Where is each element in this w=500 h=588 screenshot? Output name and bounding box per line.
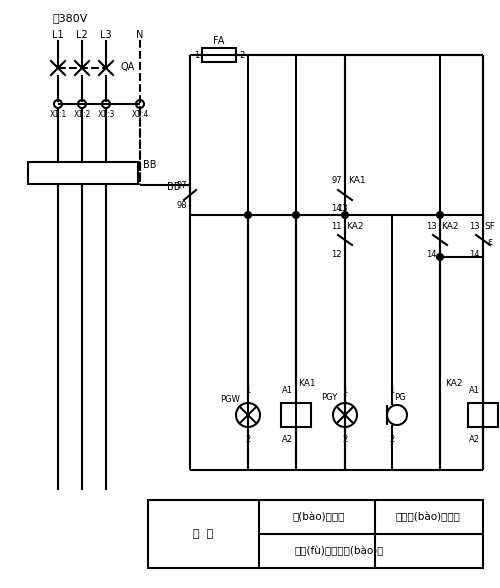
Text: KA1: KA1 [298, 379, 316, 387]
Text: QA: QA [120, 62, 134, 72]
Text: ～380V: ～380V [52, 13, 88, 23]
Text: 1: 1 [390, 386, 394, 395]
Text: 報(bào)警信號: 報(bào)警信號 [293, 512, 345, 522]
Text: KA1: KA1 [348, 175, 366, 185]
Circle shape [293, 212, 299, 218]
Text: 13: 13 [338, 203, 348, 212]
Text: A2: A2 [469, 436, 480, 445]
Text: 14: 14 [426, 249, 437, 259]
Text: PGW: PGW [220, 396, 240, 405]
Bar [28, 162, 138, 184]
Bar [202, 48, 236, 62]
Text: SF: SF [484, 222, 495, 230]
Text: 1: 1 [342, 386, 347, 395]
Text: 2: 2 [390, 436, 394, 445]
Text: L2: L2 [76, 30, 88, 40]
Bar [148, 500, 483, 568]
Text: 13: 13 [426, 222, 437, 230]
Circle shape [437, 254, 443, 260]
Circle shape [342, 212, 348, 218]
Text: KA2: KA2 [441, 222, 458, 230]
Text: BB: BB [166, 182, 180, 192]
Text: X1:4: X1:4 [132, 109, 148, 119]
Text: 2: 2 [239, 51, 244, 59]
Text: 2: 2 [246, 436, 250, 445]
Text: 1: 1 [246, 386, 250, 395]
Text: X1:2: X1:2 [74, 109, 90, 119]
Text: PG: PG [394, 393, 406, 402]
Text: 14: 14 [332, 203, 342, 212]
Text: 電  源: 電 源 [193, 529, 213, 539]
Text: BB: BB [143, 160, 156, 170]
Text: 14: 14 [470, 249, 480, 259]
Text: ε: ε [487, 237, 492, 247]
Text: A1: A1 [469, 386, 480, 395]
Text: 過負(fù)荷聲光報(bào)警: 過負(fù)荷聲光報(bào)警 [294, 546, 384, 556]
Text: X1:1: X1:1 [50, 109, 66, 119]
Text: A2: A2 [282, 436, 293, 445]
Bar [468, 403, 498, 427]
Text: 13: 13 [470, 222, 480, 230]
Circle shape [437, 212, 443, 218]
Text: PGY: PGY [321, 393, 337, 402]
Text: L1: L1 [52, 30, 64, 40]
Text: A1: A1 [282, 386, 293, 395]
Text: KA2: KA2 [346, 222, 364, 230]
Text: L3: L3 [100, 30, 112, 40]
Text: N: N [136, 30, 143, 40]
Text: 12: 12 [332, 249, 342, 259]
Circle shape [245, 212, 251, 218]
Text: 11: 11 [332, 222, 342, 230]
Text: FA: FA [214, 36, 224, 46]
Text: KA2: KA2 [445, 379, 462, 387]
Text: 2: 2 [342, 436, 347, 445]
Bar [281, 403, 311, 427]
Text: X1:3: X1:3 [98, 109, 114, 119]
Text: 聲響報(bào)警解除: 聲響報(bào)警解除 [396, 512, 460, 522]
Text: 97: 97 [332, 175, 342, 185]
Text: 97: 97 [176, 181, 187, 189]
Text: 1: 1 [194, 51, 199, 59]
Text: 98: 98 [176, 201, 187, 209]
